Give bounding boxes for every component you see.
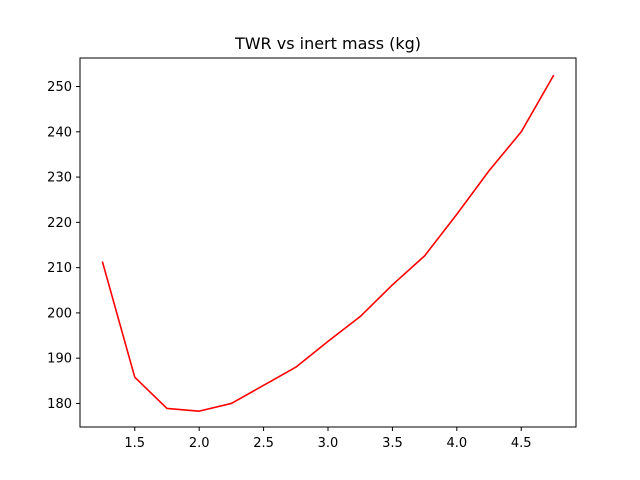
x-tick-label: 3.5: [382, 436, 403, 451]
x-tick-label: 2.0: [189, 436, 210, 451]
y-tick-label: 190: [47, 352, 72, 367]
x-tick-label: 4.0: [446, 436, 467, 451]
y-tick-label: 250: [47, 80, 72, 95]
y-tick-label: 240: [47, 125, 72, 140]
series-line: [101, 74, 555, 412]
x-tick-label: 1.5: [124, 436, 145, 451]
x-tick-label: 4.5: [511, 436, 532, 451]
y-axis: 180 190 200 210 220 230 240 250: [47, 80, 80, 412]
plot-area: 1.5 2.0 2.5 3.0 3.5 4.0 4.5 180 190 200 210 220 230…: [47, 57, 577, 451]
x-axis: 1.5 2.0 2.5 3.0 3.5 4.0 4.5: [124, 427, 532, 451]
chart-title: TWR vs inert mass (kg): [234, 34, 421, 53]
series-layer: [101, 74, 555, 412]
x-tick-label: 2.5: [253, 436, 274, 451]
y-tick-label: 230: [47, 171, 72, 186]
y-tick-label: 220: [47, 216, 72, 231]
x-tick-label: 3.0: [318, 436, 339, 451]
y-tick-label: 210: [47, 261, 72, 276]
y-tick-label: 180: [47, 397, 72, 412]
y-tick-label: 200: [47, 306, 72, 321]
